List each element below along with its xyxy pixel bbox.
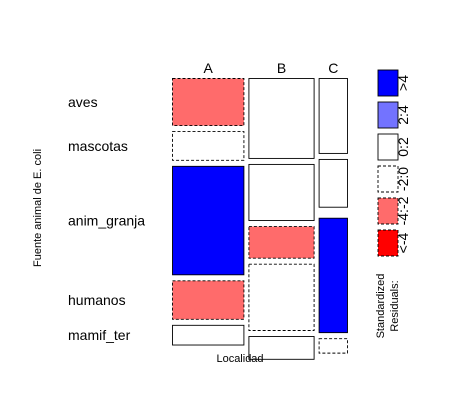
tile-b-aves <box>248 78 315 159</box>
legend-key-neu-0-2-pos <box>377 133 399 161</box>
tile-a-mascotas <box>172 131 245 161</box>
legend-label-neg-2-4: -4:-2 <box>395 196 411 225</box>
row-label-humanos: humanos <box>68 292 126 308</box>
tile-b-mascotas <box>248 163 315 221</box>
y-axis-label: Fuente animal de E. coli <box>32 149 44 267</box>
row-label-aves: aves <box>68 94 98 110</box>
tile-b-anim-granja <box>248 226 315 259</box>
tile-a-humanos <box>172 280 245 320</box>
legend-title-line-2: Residuals: <box>389 280 401 331</box>
tile-b-mamif-ter <box>248 336 315 360</box>
tile-a-aves <box>172 78 245 127</box>
mosaic-tiles <box>172 78 348 360</box>
column-label-a: A <box>204 60 214 76</box>
legend-key-neu-0-2-neg <box>377 165 399 193</box>
tile-c-aves <box>318 78 348 154</box>
legend-label-neu-0-2-neg: -2:0 <box>395 167 411 191</box>
legend-keys: >4 2:4 0:2 -2:0 -4:-2 <-4 <box>377 69 411 257</box>
tile-a-anim-granja <box>172 165 245 276</box>
legend: >4 2:4 0:2 -2:0 -4:-2 <-4 Standardized Residu… <box>375 69 411 339</box>
row-label-anim-granja: anim_granja <box>68 213 145 229</box>
tile-c-humanos <box>318 217 348 334</box>
legend-title-line-1: Standardized <box>375 274 387 339</box>
legend-key-neg-lt4 <box>377 229 399 257</box>
legend-label-pos-gt4: >4 <box>395 75 411 91</box>
x-axis-label: Localidad <box>216 353 263 365</box>
tile-c-mamif-ter <box>318 338 348 354</box>
row-label-mascotas: mascotas <box>68 138 128 154</box>
tile-a-mamif-ter <box>172 324 245 346</box>
column-label-b: B <box>277 60 286 76</box>
column-label-c: C <box>328 60 338 76</box>
legend-label-pos-2-4: 2:4 <box>395 105 411 125</box>
legend-key-pos-gt4 <box>377 69 399 97</box>
column-labels: A B C <box>204 60 339 76</box>
tile-c-mascotas <box>318 158 348 208</box>
tile-b-humanos <box>248 263 315 331</box>
legend-key-pos-2-4 <box>377 101 399 129</box>
legend-label-neg-lt4: <-4 <box>395 232 411 253</box>
legend-key-neg-2-4 <box>377 197 399 225</box>
row-label-mamif-ter: mamif_ter <box>68 327 131 343</box>
legend-label-neu-0-2-pos: 0:2 <box>395 137 411 157</box>
